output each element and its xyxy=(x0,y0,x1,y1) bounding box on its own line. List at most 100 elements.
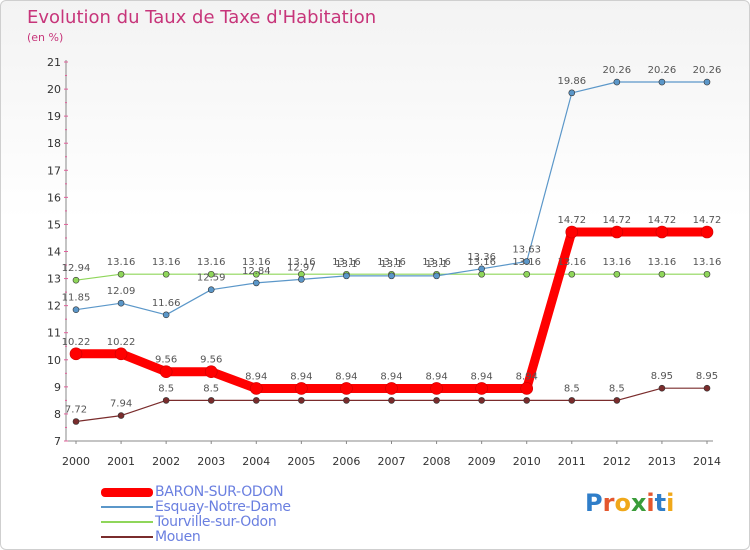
data-label: 8.95 xyxy=(696,371,718,382)
x-tick-label: 2010 xyxy=(513,455,541,468)
data-point xyxy=(117,270,125,278)
data-point xyxy=(72,418,80,425)
data-point xyxy=(613,397,621,404)
logo-letter: x xyxy=(630,489,647,517)
data-label: 14.72 xyxy=(603,215,632,226)
data-point xyxy=(478,270,485,278)
data-point xyxy=(204,365,218,378)
legend-swatch xyxy=(101,487,153,497)
data-label: 8.5 xyxy=(203,383,219,394)
data-label: 8.94 xyxy=(245,371,267,382)
data-label: 11.66 xyxy=(152,298,181,309)
y-tick-label: 13 xyxy=(47,273,61,286)
logo-letter: i xyxy=(666,489,675,517)
x-tick-label: 2005 xyxy=(287,455,315,468)
legend-swatch xyxy=(101,506,153,508)
data-label: 13.1 xyxy=(425,259,447,270)
y-tick-label: 7 xyxy=(54,435,61,448)
data-point xyxy=(159,365,173,378)
data-point xyxy=(72,276,80,284)
data-label: 13.16 xyxy=(603,257,632,268)
data-label: 13.16 xyxy=(422,257,451,268)
x-tick-label: 2007 xyxy=(378,455,406,468)
data-point xyxy=(72,306,80,314)
data-point xyxy=(478,397,485,404)
data-label: 8.94 xyxy=(425,371,447,382)
y-tick-label: 14 xyxy=(47,246,61,259)
data-label: 20.26 xyxy=(648,65,677,76)
data-label: 13.16 xyxy=(377,257,406,268)
series-layer xyxy=(69,78,714,425)
data-point xyxy=(162,311,170,319)
data-point xyxy=(700,225,714,239)
proxiti-logo: Proxiti xyxy=(585,489,674,517)
y-tick-label: 12 xyxy=(47,300,61,313)
series-line xyxy=(75,81,708,316)
data-point xyxy=(433,272,440,280)
data-point xyxy=(114,347,128,361)
data-point xyxy=(433,397,440,404)
x-tick-label: 2002 xyxy=(152,455,180,468)
data-point xyxy=(430,382,443,395)
y-tick-label: 15 xyxy=(47,218,61,231)
y-tick-label: 20 xyxy=(47,83,61,96)
data-point xyxy=(523,397,531,404)
x-tick-label: 2003 xyxy=(197,455,225,468)
legend-swatch xyxy=(101,536,153,538)
y-tick-label: 18 xyxy=(47,137,61,150)
data-point xyxy=(478,265,485,273)
data-label: 7.72 xyxy=(65,405,87,416)
logo-letter: o xyxy=(614,489,631,517)
data-point xyxy=(162,397,170,404)
x-tick-label: 2012 xyxy=(603,455,631,468)
data-label: 14.72 xyxy=(648,215,677,226)
y-tick-label: 19 xyxy=(47,110,61,123)
data-point xyxy=(568,270,576,278)
data-label: 13.36 xyxy=(467,252,496,263)
data-point xyxy=(703,78,711,86)
data-label: 11.85 xyxy=(62,293,91,304)
data-label: 13.16 xyxy=(287,257,316,268)
data-point xyxy=(655,225,669,239)
data-label: 13.16 xyxy=(242,257,271,268)
data-label: 9.56 xyxy=(155,355,177,366)
data-label: 13.16 xyxy=(332,257,361,268)
data-point xyxy=(523,258,531,265)
logo-letter: P xyxy=(585,489,603,517)
data-point xyxy=(385,382,398,395)
data-label: 8.94 xyxy=(380,371,402,382)
data-point xyxy=(565,225,579,239)
data-point xyxy=(207,397,215,404)
data-point xyxy=(69,347,83,361)
y-tick-label: 9 xyxy=(54,381,61,394)
data-point xyxy=(523,270,531,278)
data-point xyxy=(568,397,576,404)
y-tick-label: 17 xyxy=(47,164,61,177)
data-label: 12.59 xyxy=(197,273,226,284)
data-label: 12.97 xyxy=(287,262,316,273)
data-label: 12.09 xyxy=(107,286,136,297)
chart-unit-label: (en %) xyxy=(27,31,64,44)
data-point xyxy=(252,397,260,404)
data-point xyxy=(388,397,395,404)
x-tick-label: 2011 xyxy=(558,455,586,468)
chart-title: Evolution du Taux de Taxe d'Habitation xyxy=(27,7,377,28)
x-tick-label: 2004 xyxy=(242,455,270,468)
data-label: 8.5 xyxy=(158,383,174,394)
x-tick-label: 2006 xyxy=(332,455,360,468)
data-label: 14.72 xyxy=(557,215,586,226)
logo-letter: r xyxy=(602,489,615,517)
x-tick-label: 2008 xyxy=(423,455,451,468)
data-label: 13.16 xyxy=(107,257,136,268)
data-label: 13.16 xyxy=(512,257,541,268)
x-tick-label: 2009 xyxy=(468,455,496,468)
legend-label: Tourville-sur-Odon xyxy=(155,514,277,530)
data-label: 8.5 xyxy=(609,383,625,394)
legend-label: Esquay-Notre-Dame xyxy=(155,499,291,515)
data-label: 13.1 xyxy=(335,259,357,270)
x-tick-label: 2014 xyxy=(693,455,721,468)
data-point xyxy=(298,397,305,404)
legend-label: Mouen xyxy=(155,529,201,545)
x-tick-label: 2013 xyxy=(648,455,676,468)
data-label: 9.56 xyxy=(200,355,222,366)
